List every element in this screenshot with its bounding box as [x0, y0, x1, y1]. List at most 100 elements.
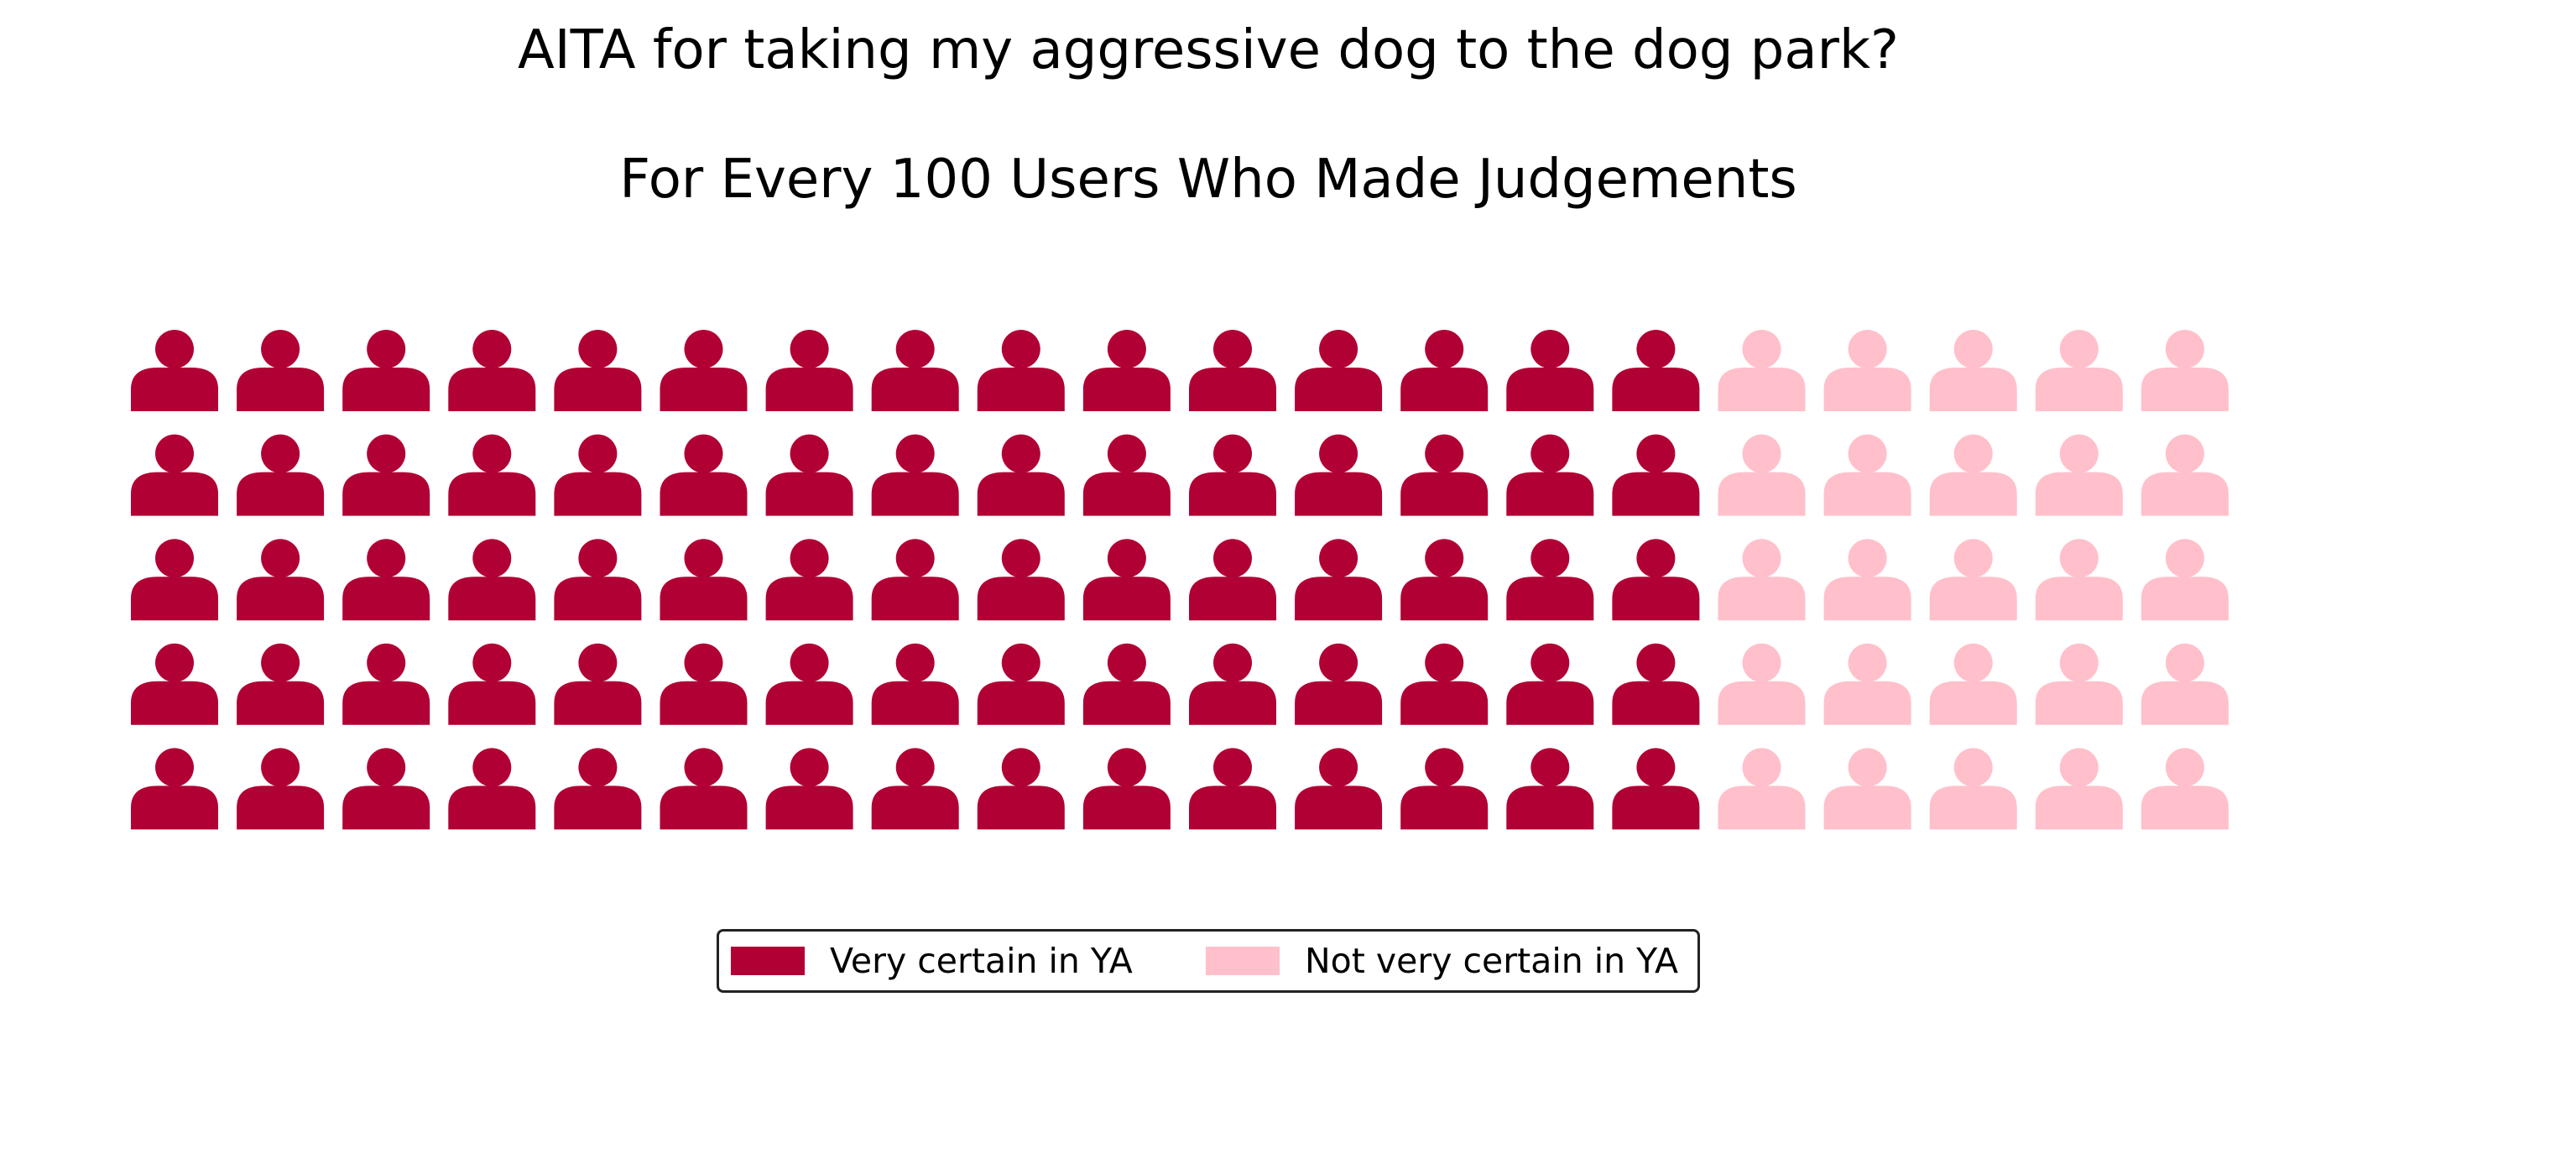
person-icon [1718, 539, 1806, 621]
person-icon [2141, 643, 2229, 725]
person-icon [131, 434, 218, 516]
person-icon [2141, 330, 2229, 411]
person-icon [131, 539, 218, 621]
person-icon [1929, 434, 2017, 516]
person-icon [1295, 748, 1383, 830]
person-icon [977, 748, 1065, 830]
person-icon [448, 330, 536, 411]
legend-label-very-certain: Very certain in YA [830, 941, 1133, 981]
person-icon [1400, 330, 1489, 411]
person-icon [2141, 434, 2229, 516]
person-icon [131, 330, 218, 411]
person-icon [554, 330, 642, 411]
person-icon [1823, 748, 1911, 830]
person-icon [765, 434, 853, 516]
chart-subtitle: For Every 100 Users Who Made Judgements [619, 149, 1797, 211]
legend-item-very-certain: Very certain in YA [731, 932, 1133, 990]
person-icon [554, 539, 642, 621]
person-icon [448, 434, 536, 516]
legend: Very certain in YA Not very certain in Y… [717, 929, 1700, 993]
person-icon [1823, 539, 1911, 621]
legend-swatch-very-certain [731, 947, 805, 975]
person-icon [131, 643, 218, 725]
person-icon [1823, 434, 1911, 516]
person-icon [871, 434, 959, 516]
person-icon [660, 330, 748, 411]
person-icon [342, 748, 430, 830]
person-icon [871, 330, 959, 411]
person-icon [1189, 643, 1276, 725]
person-icon [871, 643, 959, 725]
person-icon [1189, 330, 1276, 411]
person-icon [2035, 539, 2123, 621]
person-icon [1506, 748, 1594, 830]
person-icon [1295, 434, 1383, 516]
person-icon [1082, 434, 1171, 516]
person-icon [1400, 434, 1489, 516]
person-icon [1082, 539, 1171, 621]
person-icon [1295, 330, 1383, 411]
person-icon [448, 643, 536, 725]
person-icon [765, 643, 853, 725]
person-icon [554, 434, 642, 516]
person-icon [342, 434, 430, 516]
person-icon [1189, 539, 1276, 621]
person-icon [1506, 539, 1594, 621]
person-icon [1823, 330, 1911, 411]
person-icon [1823, 643, 1911, 725]
person-icon [131, 748, 218, 830]
person-icon [1929, 539, 2017, 621]
person-icon [1612, 748, 1700, 830]
person-icon [237, 434, 325, 516]
person-icon [871, 748, 959, 830]
person-icon [2141, 539, 2229, 621]
person-icon [1718, 643, 1806, 725]
person-icon [237, 539, 325, 621]
person-icon [977, 643, 1065, 725]
person-icon [660, 434, 748, 516]
person-icon [660, 539, 748, 621]
person-icon [765, 748, 853, 830]
person-icon [342, 643, 430, 725]
person-icon [1189, 434, 1276, 516]
person-icon [342, 330, 430, 411]
person-icon [1506, 330, 1594, 411]
person-icon [2141, 748, 2229, 830]
person-icon [237, 748, 325, 830]
person-icon [765, 330, 853, 411]
person-icon [342, 539, 430, 621]
person-icon [2035, 643, 2123, 725]
legend-item-not-very-certain: Not very certain in YA [1206, 932, 1678, 990]
person-icon [2035, 434, 2123, 516]
legend-swatch-not-very-certain [1206, 947, 1280, 975]
person-icon [1506, 643, 1594, 725]
person-icon [448, 748, 536, 830]
person-icon [237, 643, 325, 725]
chart-title: AITA for taking my aggressive dog to the… [518, 19, 1899, 81]
person-icon [2035, 330, 2123, 411]
person-icon [1718, 434, 1806, 516]
person-icon [660, 643, 748, 725]
person-icon [871, 539, 959, 621]
person-icon [1612, 643, 1700, 725]
person-icon [977, 434, 1065, 516]
person-icon [1612, 330, 1700, 411]
person-icon [554, 748, 642, 830]
person-icon [1082, 330, 1171, 411]
person-icon [1612, 539, 1700, 621]
person-icon [1295, 539, 1383, 621]
person-icon [1506, 434, 1594, 516]
person-icon [1929, 748, 2017, 830]
person-icon [1718, 748, 1806, 830]
person-icon [977, 539, 1065, 621]
person-icon [237, 330, 325, 411]
person-icon [1612, 434, 1700, 516]
person-icon [448, 539, 536, 621]
legend-label-not-very-certain: Not very certain in YA [1305, 941, 1679, 981]
person-icon [1400, 643, 1489, 725]
person-icon [1189, 748, 1276, 830]
person-icon [554, 643, 642, 725]
person-icon [1929, 643, 2017, 725]
person-icon [660, 748, 748, 830]
